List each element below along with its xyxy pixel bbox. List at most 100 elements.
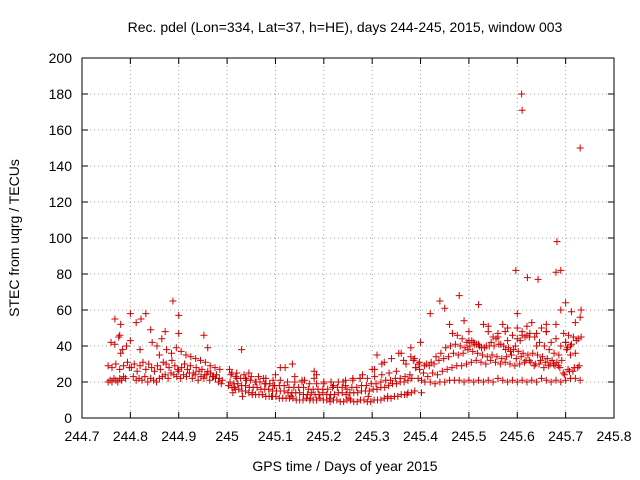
- data-point-plus: [378, 371, 386, 379]
- data-point-plus: [484, 376, 492, 384]
- data-point-plus: [472, 356, 480, 364]
- data-point-plus: [532, 360, 540, 368]
- data-point-plus: [447, 342, 455, 350]
- data-point-plus: [394, 392, 402, 400]
- data-point-plus: [306, 394, 314, 402]
- data-point-plus: [182, 373, 190, 381]
- data-point-plus: [513, 378, 521, 386]
- data-point-plus: [540, 364, 548, 372]
- data-point-plus: [475, 376, 483, 384]
- data-point-plus: [487, 338, 495, 346]
- data-point-plus: [576, 144, 584, 152]
- data-point-plus: [537, 374, 545, 382]
- data-point-plus: [359, 371, 367, 379]
- data-point-plus: [537, 324, 545, 332]
- data-point-plus: [123, 358, 131, 366]
- data-point-plus: [181, 360, 189, 368]
- data-point-plus: [465, 328, 473, 336]
- data-point-plus: [577, 333, 585, 341]
- data-point-plus: [204, 344, 212, 352]
- data-point-plus: [530, 362, 538, 370]
- data-point-plus: [152, 378, 160, 386]
- data-point-plus: [404, 376, 412, 384]
- data-point-plus: [562, 338, 570, 346]
- data-point-plus: [570, 364, 578, 372]
- data-point-plus: [310, 367, 318, 375]
- data-point-plus: [407, 344, 415, 352]
- data-point-plus: [437, 349, 445, 357]
- data-point-plus: [571, 349, 579, 357]
- data-point-plus: [310, 374, 318, 382]
- data-point-plus: [247, 373, 255, 381]
- data-point-plus: [498, 355, 506, 363]
- data-point-plus: [429, 369, 437, 377]
- data-point-plus: [400, 356, 408, 364]
- data-point-plus: [183, 365, 191, 373]
- data-point-plus: [242, 376, 250, 384]
- data-point-plus: [122, 342, 130, 350]
- y-tick-label: 120: [49, 194, 73, 210]
- data-point-plus: [479, 378, 487, 386]
- data-point-plus: [169, 297, 177, 305]
- data-point-plus: [122, 374, 130, 382]
- data-point-plus: [333, 396, 341, 404]
- data-point-plus: [114, 378, 122, 386]
- data-point-plus: [218, 376, 226, 384]
- data-point-plus: [435, 356, 443, 364]
- data-point-plus: [482, 342, 490, 350]
- data-point-plus: [245, 369, 253, 377]
- data-point-plus: [392, 367, 400, 375]
- data-point-plus: [284, 378, 292, 386]
- data-point-plus: [136, 346, 144, 354]
- data-point-plus: [409, 356, 417, 364]
- data-point-plus: [371, 373, 379, 381]
- data-point-plus: [204, 367, 212, 375]
- data-point-plus: [536, 356, 544, 364]
- x-axis-label: GPS time / Days of year 2015: [252, 458, 437, 474]
- data-point-plus: [130, 360, 138, 368]
- data-point-plus: [155, 351, 163, 359]
- data-point-plus: [197, 373, 205, 381]
- data-point-plus: [238, 346, 246, 354]
- data-point-plus: [511, 362, 519, 370]
- data-point-plus: [216, 365, 224, 373]
- data-point-plus: [499, 376, 507, 384]
- data-point-plus: [465, 376, 473, 384]
- data-point-plus: [320, 380, 328, 388]
- data-point-plus: [545, 346, 553, 354]
- data-point-plus: [540, 342, 548, 350]
- data-point-plus: [372, 380, 380, 388]
- data-point-plus: [150, 376, 158, 384]
- x-tick-label: 244.7: [64, 428, 99, 444]
- data-point-plus: [142, 365, 150, 373]
- data-point-plus: [576, 376, 584, 384]
- data-point-plus: [255, 373, 263, 381]
- data-point-plus: [477, 344, 485, 352]
- data-point-plus: [212, 371, 220, 379]
- data-point-plus: [342, 382, 350, 390]
- data-point-plus: [198, 365, 206, 373]
- data-point-plus: [226, 378, 234, 386]
- data-point-plus: [559, 369, 567, 377]
- data-point-plus: [517, 353, 525, 361]
- data-point-plus: [507, 347, 515, 355]
- x-tick-label: 245.3: [355, 428, 390, 444]
- data-point-plus: [557, 342, 565, 350]
- data-point-plus: [269, 382, 277, 390]
- data-point-plus: [217, 380, 225, 388]
- data-point-plus: [411, 387, 419, 395]
- data-point-plus: [438, 367, 446, 375]
- data-point-plus: [431, 380, 439, 388]
- data-point-plus: [132, 319, 140, 327]
- x-tick-label: 245: [215, 428, 239, 444]
- data-point-plus: [503, 353, 511, 361]
- data-point-plus: [182, 351, 190, 359]
- data-point-plus: [194, 376, 202, 384]
- data-point-plus: [296, 389, 304, 397]
- data-point-plus: [173, 373, 181, 381]
- data-point-plus: [516, 337, 524, 345]
- data-point-plus: [178, 364, 186, 372]
- data-point-plus: [136, 362, 144, 370]
- data-point-plus: [228, 369, 236, 377]
- data-point-plus: [396, 374, 404, 382]
